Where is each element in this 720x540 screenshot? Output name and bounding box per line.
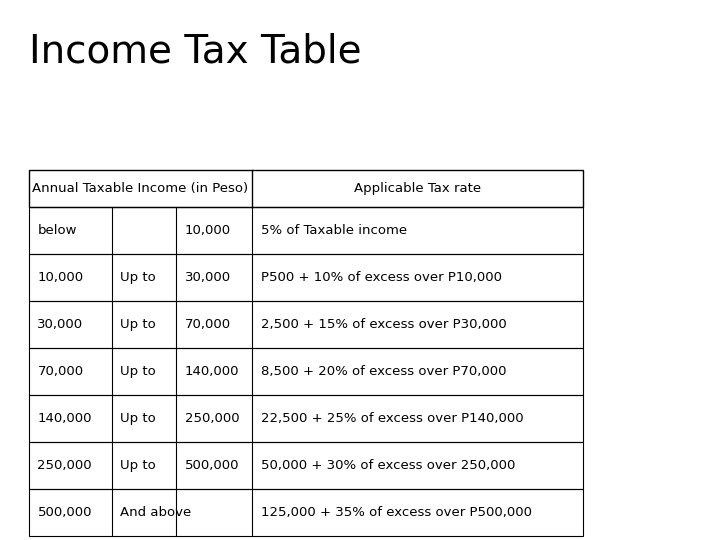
Text: 140,000: 140,000 bbox=[37, 411, 92, 425]
Text: Up to: Up to bbox=[120, 271, 156, 284]
Text: 22,500 + 25% of excess over P140,000: 22,500 + 25% of excess over P140,000 bbox=[261, 411, 523, 425]
Text: 70,000: 70,000 bbox=[185, 318, 231, 331]
Text: 10,000: 10,000 bbox=[37, 271, 84, 284]
Bar bbox=[29, 254, 583, 301]
Text: 30,000: 30,000 bbox=[185, 271, 231, 284]
Bar bbox=[29, 348, 583, 395]
Text: And above: And above bbox=[120, 505, 192, 519]
Bar bbox=[29, 395, 583, 442]
Text: Income Tax Table: Income Tax Table bbox=[29, 32, 361, 70]
Text: 2,500 + 15% of excess over P30,000: 2,500 + 15% of excess over P30,000 bbox=[261, 318, 506, 331]
Text: 140,000: 140,000 bbox=[185, 364, 240, 378]
Text: Up to: Up to bbox=[120, 411, 156, 425]
Text: 5% of Taxable income: 5% of Taxable income bbox=[261, 224, 407, 237]
Text: 250,000: 250,000 bbox=[185, 411, 240, 425]
Bar bbox=[29, 489, 583, 536]
Text: Annual Taxable Income (in Peso): Annual Taxable Income (in Peso) bbox=[32, 182, 248, 195]
Text: 8,500 + 20% of excess over P70,000: 8,500 + 20% of excess over P70,000 bbox=[261, 364, 506, 378]
Bar bbox=[29, 207, 583, 254]
Text: 30,000: 30,000 bbox=[37, 318, 84, 331]
Text: 10,000: 10,000 bbox=[185, 224, 231, 237]
Text: 70,000: 70,000 bbox=[37, 364, 84, 378]
Bar bbox=[29, 442, 583, 489]
Text: Up to: Up to bbox=[120, 364, 156, 378]
Text: 500,000: 500,000 bbox=[37, 505, 92, 519]
Text: 125,000 + 35% of excess over P500,000: 125,000 + 35% of excess over P500,000 bbox=[261, 505, 531, 519]
Text: Applicable Tax rate: Applicable Tax rate bbox=[354, 182, 481, 195]
Text: Up to: Up to bbox=[120, 458, 156, 472]
Bar bbox=[29, 301, 583, 348]
Text: 500,000: 500,000 bbox=[185, 458, 240, 472]
Text: P500 + 10% of excess over P10,000: P500 + 10% of excess over P10,000 bbox=[261, 271, 502, 284]
Text: 50,000 + 30% of excess over 250,000: 50,000 + 30% of excess over 250,000 bbox=[261, 458, 515, 472]
Text: 250,000: 250,000 bbox=[37, 458, 92, 472]
Text: below: below bbox=[37, 224, 77, 237]
Text: Up to: Up to bbox=[120, 318, 156, 331]
Bar bbox=[29, 170, 583, 207]
